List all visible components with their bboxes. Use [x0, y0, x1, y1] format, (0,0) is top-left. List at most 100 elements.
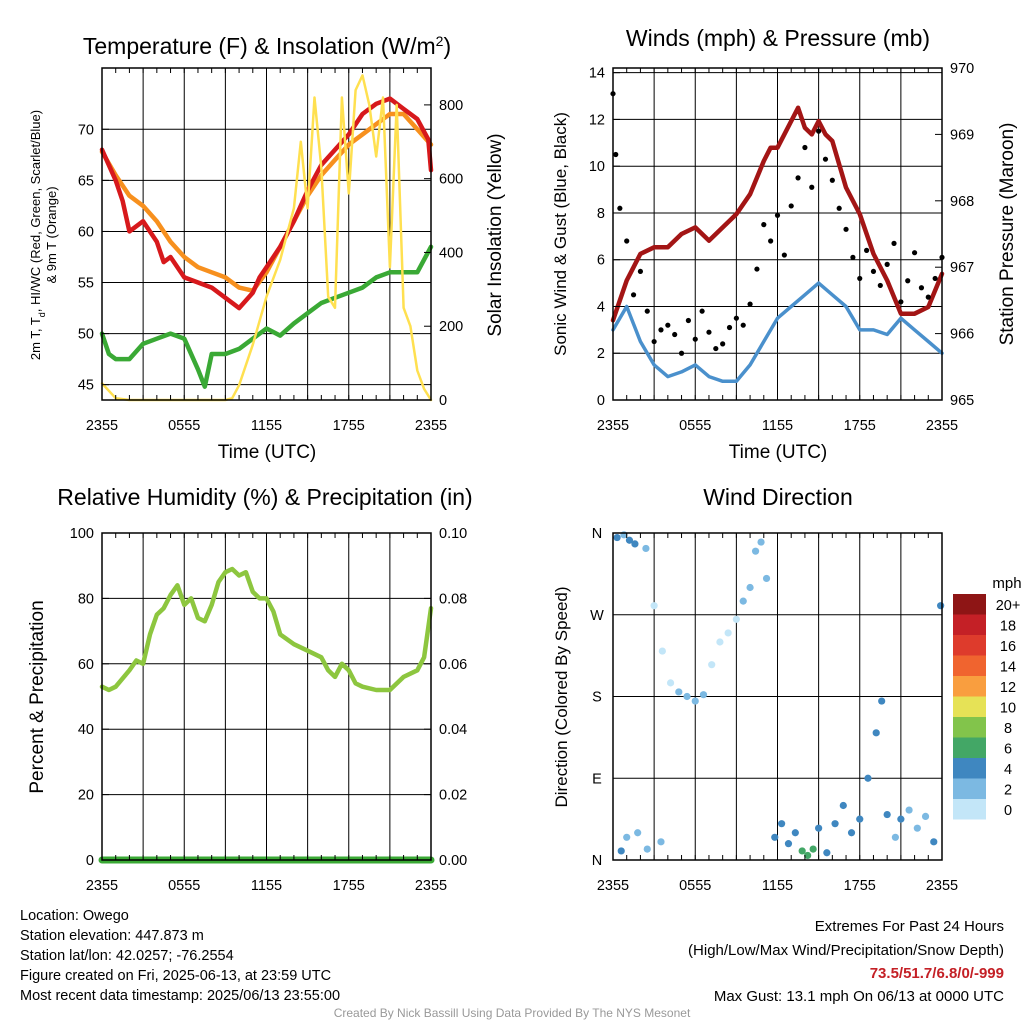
direction-point	[650, 602, 658, 610]
direction-point	[732, 615, 740, 623]
y2-tick-label: 0	[439, 393, 447, 409]
y2-tick-label: 967	[950, 260, 974, 276]
y-tick-label: 8	[597, 206, 605, 222]
legend-label: 14	[1000, 660, 1016, 676]
y-tick-label: W	[590, 608, 604, 624]
gust-point	[613, 151, 619, 158]
temperature-xlabel: Time (UTC)	[218, 442, 317, 463]
max-gust: Max Gust: 13.1 mph On 06/13 at 0000 UTC	[713, 988, 1004, 1005]
temperature-y2label: Solar Insolation (Yellow)	[485, 133, 506, 336]
direction-point	[839, 801, 847, 810]
direction-point	[930, 838, 938, 846]
gust-point	[850, 254, 856, 260]
y2-tick-label: 0.06	[439, 657, 467, 673]
gust-point	[651, 338, 657, 345]
gust-point	[918, 285, 925, 291]
x-tick-label: 2355	[415, 878, 447, 894]
station-latlon: Station lat/lon: 42.0257; -76.2554	[20, 948, 234, 964]
legend-swatch	[953, 758, 986, 779]
y-tick-label: 14	[589, 66, 605, 82]
extremes-title: Extremes For Past 24 Hours	[814, 918, 1004, 935]
wind-direction-title: Wind Direction	[703, 484, 853, 510]
legend-label: 16	[1000, 639, 1016, 655]
y2-tick-label: 969	[950, 127, 974, 143]
y-tick-label: 6	[597, 253, 605, 269]
gust-point	[630, 292, 637, 298]
direction-point	[708, 661, 716, 669]
direction-point	[699, 691, 708, 699]
direction-point	[746, 583, 754, 592]
y-tick-label: 50	[78, 327, 94, 343]
gust-point	[816, 128, 822, 134]
legend-swatch	[953, 717, 986, 738]
gust-point	[658, 327, 664, 333]
direction-point	[716, 638, 724, 646]
gust-point	[733, 315, 739, 321]
gust-point	[857, 275, 863, 282]
legend-label: 4	[1004, 762, 1012, 778]
gust-point	[891, 240, 897, 246]
wind-direction-points	[613, 531, 945, 860]
legend-label: 20+	[996, 598, 1021, 614]
y2-tick-label: 965	[950, 393, 974, 409]
direction-point	[784, 840, 793, 848]
gust-point	[877, 282, 883, 289]
series-line-0	[99, 111, 434, 293]
gust-point	[788, 203, 794, 209]
humidity-panel: Relative Humidity (%) & Precipitation (i…	[27, 484, 473, 894]
gust-point	[802, 144, 808, 151]
x-tick-label: 1155	[762, 878, 793, 894]
legend-swatch	[953, 676, 986, 697]
gust-point	[864, 247, 870, 253]
direction-point	[897, 815, 905, 823]
wind-direction-grid	[613, 533, 942, 860]
legend-label: 2	[1004, 783, 1012, 799]
series-line-1	[99, 96, 434, 311]
gust-point	[672, 331, 678, 338]
direction-point	[658, 647, 666, 655]
gust-point	[644, 308, 650, 314]
y2-tick-label: 966	[950, 327, 974, 343]
direction-point	[883, 810, 891, 819]
temperature-title: Temperature (F) & Insolation (W/m2)	[83, 33, 451, 59]
direction-point	[666, 679, 675, 687]
winds-y2label: Station Pressure (Maroon)	[997, 123, 1018, 346]
direction-point	[937, 602, 945, 610]
x-tick-label: 2355	[415, 418, 447, 434]
y2-tick-label: 200	[439, 319, 463, 335]
winds-grid	[613, 68, 942, 400]
direction-point	[913, 824, 921, 832]
direction-point	[815, 824, 823, 832]
y2-tick-label: 0.02	[439, 788, 467, 804]
direction-point	[675, 688, 683, 696]
gust-point	[617, 205, 623, 211]
station-info: Location: Owego Station elevation: 447.8…	[20, 906, 340, 1006]
x-tick-label: 2355	[86, 878, 118, 894]
y-tick-label: 70	[78, 122, 94, 138]
direction-point	[864, 774, 872, 782]
temperature-ylabel-line1: 2m T, Td, HI/WC (Red, Green, Scarlet/Blu…	[28, 110, 47, 360]
winds-panel: Winds (mph) & Pressure (mb) 2355 0555 1155…	[551, 25, 1018, 463]
x-tick-label: 1155	[251, 878, 282, 894]
x-tick-label: 2355	[86, 418, 118, 434]
gust-point	[637, 268, 644, 275]
y-tick-label: N	[592, 526, 602, 542]
extremes-subtitle: (High/Low/Max Wind/Precipitation/Snow De…	[688, 942, 1004, 959]
direction-point	[751, 547, 760, 555]
temperature-ylabel-line2: & 9m T (Orange)	[44, 186, 59, 283]
direction-point	[613, 533, 621, 542]
y-tick-label: 100	[70, 526, 94, 542]
x-tick-label: 0555	[168, 418, 200, 434]
gust-point	[761, 222, 767, 228]
gust-point	[678, 350, 685, 356]
y2-tick-label: 0.04	[439, 722, 467, 738]
gust-point	[809, 184, 815, 190]
gust-point	[774, 212, 781, 218]
direction-point	[847, 829, 856, 837]
humidity-grid	[102, 533, 431, 860]
y-tick-label: 65	[78, 173, 94, 189]
x-tick-label: 2355	[597, 418, 629, 434]
x-tick-label: 1755	[333, 878, 365, 894]
y-tick-label: 80	[78, 591, 94, 607]
x-tick-label: 1755	[333, 418, 365, 434]
